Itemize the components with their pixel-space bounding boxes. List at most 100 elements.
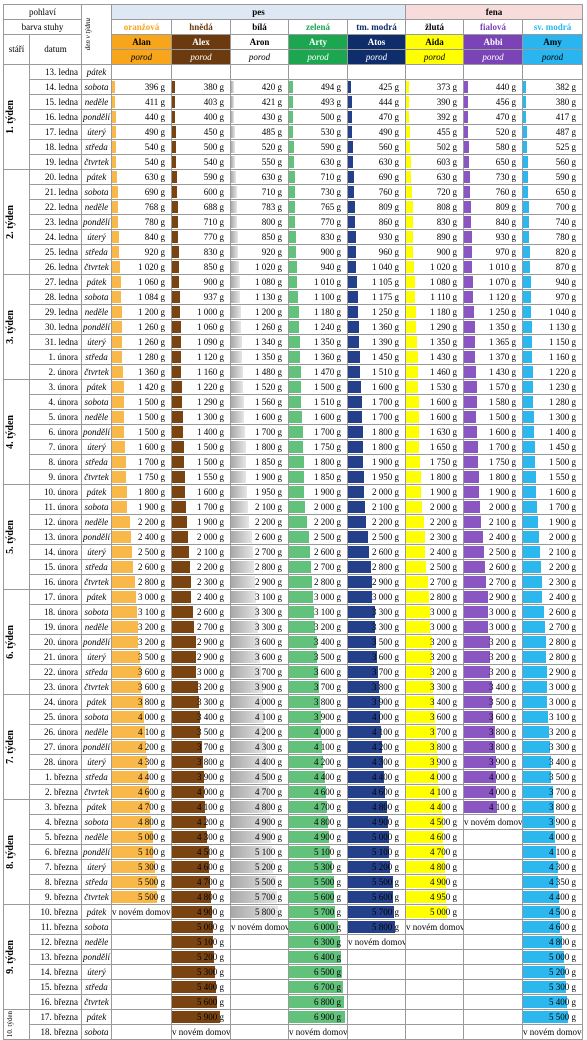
weight-cell: 3 200 g bbox=[405, 664, 464, 680]
weekday-cell: čtvrtek bbox=[81, 889, 112, 905]
weight-cell: 1 500 g bbox=[463, 409, 523, 425]
weight-value: 830 g bbox=[320, 231, 341, 242]
weight-value: 3 000 g bbox=[314, 591, 341, 602]
weight-cell: 1 180 g bbox=[288, 304, 348, 320]
weight-value: 5 400 g bbox=[549, 996, 577, 1007]
weight-value: 2 100 g bbox=[197, 546, 224, 557]
weight-cell: 1 160 g bbox=[171, 364, 231, 380]
weight-value: 5 200 g bbox=[197, 951, 224, 962]
weight-value: 808 g bbox=[436, 201, 457, 212]
weight-cell bbox=[405, 64, 464, 80]
weight-cell: 2 400 g bbox=[405, 544, 464, 560]
weight-value: 1 510 g bbox=[314, 396, 341, 407]
weight-value: 1 750 g bbox=[489, 456, 516, 467]
weight-cell: 5 600 g bbox=[347, 889, 406, 905]
date-cell: 7. února bbox=[29, 439, 82, 455]
weight-value: 1 600 g bbox=[255, 411, 282, 422]
date-cell: 15. března bbox=[29, 979, 82, 995]
weight-bar bbox=[172, 126, 176, 138]
weight-cell: 920 g bbox=[111, 244, 172, 260]
weight-cell: 1 700 g bbox=[171, 499, 231, 515]
weight-value: 4 000 g bbox=[314, 726, 341, 737]
weight-value: 4 600 g bbox=[372, 786, 399, 797]
weight-cell: 3 600 g bbox=[230, 634, 289, 650]
weight-bar bbox=[172, 741, 202, 753]
weight-value: 730 g bbox=[495, 171, 516, 182]
weight-cell: 5 500 g bbox=[111, 889, 172, 905]
weight-cell: 5 100 g bbox=[230, 844, 289, 860]
weight-cell: 4 300 g bbox=[521, 859, 584, 875]
weight-bar bbox=[112, 411, 124, 423]
weight-value: 970 g bbox=[555, 291, 577, 302]
weight-value: 4 800 g bbox=[372, 801, 399, 812]
weight-cell: 502 g bbox=[405, 139, 464, 155]
weight-cell bbox=[347, 949, 406, 965]
weight-cell: 5 000 g bbox=[111, 829, 172, 845]
date-cell: 7. března bbox=[29, 859, 82, 875]
weight-bar bbox=[289, 306, 299, 318]
weight-cell: 1 470 g bbox=[288, 364, 348, 380]
weight-bar bbox=[231, 261, 239, 273]
weight-bar bbox=[112, 306, 122, 318]
weight-cell: 2 200 g bbox=[288, 514, 348, 530]
weight-cell: 630 g bbox=[230, 169, 289, 185]
weight-cell: 4 000 g bbox=[171, 784, 231, 800]
weight-value: 1 370 g bbox=[489, 351, 516, 362]
weight-cell: 1 200 g bbox=[111, 304, 172, 320]
weight-bar bbox=[464, 696, 492, 708]
weight-bar bbox=[406, 681, 433, 693]
weight-bar bbox=[348, 516, 366, 528]
weight-cell bbox=[405, 1009, 464, 1025]
week-label-text: 4. týden bbox=[5, 415, 16, 449]
weight-cell: 3 200 g bbox=[521, 724, 584, 740]
weight-bar bbox=[231, 861, 273, 873]
weight-cell: 3 700 g bbox=[405, 724, 464, 740]
weight-bar bbox=[523, 171, 528, 183]
weight-value: 4 000 g bbox=[372, 711, 399, 722]
dog-name-aida: Aida bbox=[405, 34, 464, 50]
weight-bar bbox=[348, 546, 369, 558]
weight-value: 470 g bbox=[378, 111, 399, 122]
weight-value: 1 220 g bbox=[197, 381, 224, 392]
weight-cell: 2 100 g bbox=[230, 499, 289, 515]
weight-value: 5 200 g bbox=[549, 966, 577, 977]
weight-bar bbox=[172, 306, 180, 318]
weight-bar bbox=[112, 696, 143, 708]
weight-cell bbox=[111, 64, 172, 80]
weight-bar bbox=[523, 456, 535, 468]
weight-value: 3 600 g bbox=[430, 711, 457, 722]
weight-value: 1 160 g bbox=[197, 366, 224, 377]
weight-cell: 1 500 g bbox=[171, 439, 231, 455]
weight-cell: 1 260 g bbox=[230, 319, 289, 335]
weight-bar bbox=[231, 426, 245, 438]
weight-cell bbox=[405, 964, 464, 980]
weight-value: 780 g bbox=[144, 216, 165, 227]
weight-bar bbox=[523, 906, 560, 918]
weight-bar bbox=[348, 81, 351, 93]
weight-cell bbox=[405, 949, 464, 965]
weight-value: 1 230 g bbox=[549, 381, 577, 392]
date-cell: 27. února bbox=[29, 739, 82, 755]
weight-bar bbox=[289, 696, 320, 708]
weight-value: 1 550 g bbox=[549, 471, 577, 482]
weight-cell: 6 400 g bbox=[288, 949, 348, 965]
weekday-cell: čtvrtek bbox=[81, 259, 112, 275]
weight-bar bbox=[406, 651, 432, 663]
weight-value: 1 020 g bbox=[430, 261, 457, 272]
weight-cell: 456 g bbox=[463, 94, 523, 110]
table-row: 1. týden 13. ledna pátek bbox=[3, 64, 584, 170]
weight-value: 2 300 g bbox=[197, 576, 224, 587]
weight-bar bbox=[348, 441, 363, 453]
weight-cell: 3 500 g bbox=[111, 649, 172, 665]
weight-cell: 3 400 g bbox=[463, 679, 523, 695]
weight-bar bbox=[172, 936, 213, 948]
weight-cell bbox=[405, 934, 464, 950]
weight-bar bbox=[172, 411, 183, 423]
weight-cell: 3 800 g bbox=[463, 739, 523, 755]
weight-cell: 6 000 g bbox=[288, 919, 348, 935]
weight-bar bbox=[172, 366, 181, 378]
